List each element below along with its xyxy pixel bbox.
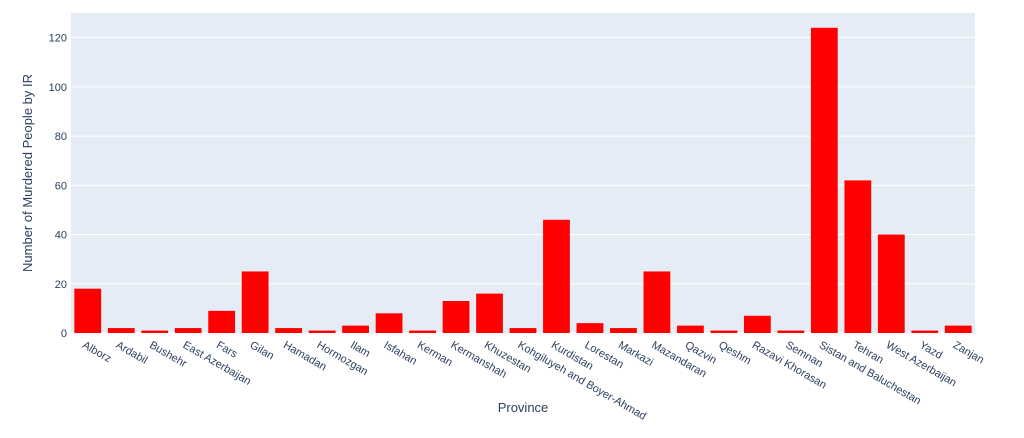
bar-fars[interactable] xyxy=(208,310,236,333)
y-tick-label: 60 xyxy=(55,180,67,192)
bar-kerman[interactable] xyxy=(409,330,436,333)
bar-ilam[interactable] xyxy=(342,325,369,333)
bar-gilan[interactable] xyxy=(241,271,269,333)
bar-sistan-and-baluchestan[interactable] xyxy=(810,27,838,334)
bar-lorestan[interactable] xyxy=(576,323,604,333)
bar-east-azerbaijan[interactable] xyxy=(174,328,202,333)
bar-kermanshah[interactable] xyxy=(442,301,470,333)
bar-tehran[interactable] xyxy=(844,180,872,333)
bar-markazi[interactable] xyxy=(610,328,637,333)
bar-hamadan[interactable] xyxy=(275,328,303,333)
x-tick-label: Qeshm xyxy=(716,339,753,367)
x-tick-label: Gilan xyxy=(248,339,276,362)
y-tick-label: 0 xyxy=(61,328,67,340)
plot-background xyxy=(71,13,975,333)
bar-hormozgan[interactable] xyxy=(308,330,336,333)
bar-kurdistan[interactable] xyxy=(543,219,570,333)
bar-semnan[interactable] xyxy=(777,330,805,333)
x-tick-label: Alborz xyxy=(80,339,113,365)
bar-alborz[interactable] xyxy=(74,288,102,333)
bar-khuzestan[interactable] xyxy=(476,293,503,333)
bar-ardabil[interactable] xyxy=(107,328,135,333)
y-tick-label: 20 xyxy=(55,279,67,291)
x-tick-label: Zanjan xyxy=(951,339,986,366)
bar-bushehr[interactable] xyxy=(141,330,169,333)
bar-mazandaran[interactable] xyxy=(643,271,671,333)
x-tick-label: Bushehr xyxy=(147,339,189,370)
bar-qazvin[interactable] xyxy=(677,325,704,333)
bar-kohgiluyeh-and-boyer-ahmad[interactable] xyxy=(509,328,537,333)
bar-yazd[interactable] xyxy=(911,330,939,333)
x-tick-label: Kerman xyxy=(415,339,454,369)
y-tick-label: 40 xyxy=(55,230,67,242)
y-axis-ticks: 0 20 40 60 80 100 120 xyxy=(49,33,67,340)
y-tick-label: 100 xyxy=(49,82,67,94)
x-tick-label: Isfahan xyxy=(382,339,419,367)
y-axis-title: Number of Murdered People by IR xyxy=(20,74,35,272)
y-tick-label: 80 xyxy=(55,131,67,143)
y-tick-label: 120 xyxy=(49,33,67,45)
bar-isfahan[interactable] xyxy=(375,313,403,333)
bar-qeshm[interactable] xyxy=(710,330,738,333)
bar-zanjan[interactable] xyxy=(944,325,972,333)
x-tick-label: Ardabil xyxy=(114,339,150,367)
bars xyxy=(74,27,972,334)
x-axis-title: Province xyxy=(498,400,549,415)
bar-razavi-khorasan[interactable] xyxy=(743,315,771,333)
bar-west-azerbaijan[interactable] xyxy=(877,234,905,333)
